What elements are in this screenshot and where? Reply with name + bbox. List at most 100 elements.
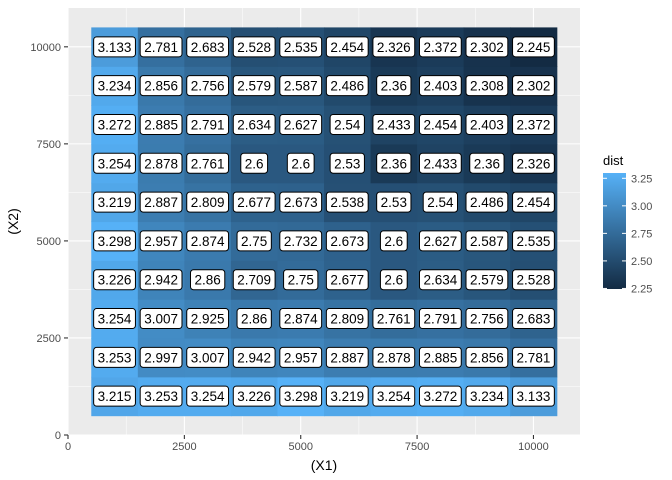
cell-label-background (325, 308, 369, 330)
cell-label-background (186, 230, 230, 252)
cell-label-background (232, 75, 276, 97)
cell-label-background (232, 113, 276, 135)
cell-value-label: 2.308 (470, 79, 504, 94)
cell-value-label: 3.254 (377, 389, 411, 404)
cell-label-background (376, 191, 412, 213)
cell-value-label: 3.254 (191, 389, 225, 404)
cell-label-background (512, 152, 555, 174)
cell-label-background (232, 36, 276, 58)
cell-label-background (325, 269, 369, 291)
cell-label-background (465, 269, 509, 291)
cell-label-background (372, 36, 416, 58)
cell-label-box: 2.856 (465, 346, 509, 368)
cell-label-box: 2.634 (232, 113, 276, 135)
x-tick-label: 5000 (288, 441, 312, 453)
cell-value-label: 2.942 (237, 350, 271, 365)
cell-label-box: 2.528 (512, 269, 555, 291)
cell-label-box: 2.535 (512, 230, 555, 252)
cell-label-box: 2.677 (325, 269, 369, 291)
cell-label-background (376, 75, 412, 97)
cell-label-background (139, 113, 183, 135)
cell-value-label: 2.528 (237, 40, 271, 55)
cell-label-box: 2.403 (418, 75, 462, 97)
cell-label-background (372, 113, 416, 135)
cell-label-box: 3.219 (325, 385, 369, 407)
cell-label-background (418, 385, 462, 407)
cell-label-box: 2.245 (512, 36, 555, 58)
cell-value-label: 3.234 (470, 389, 504, 404)
cell-label-background (329, 152, 365, 174)
cell-value-label: 2.885 (144, 117, 178, 132)
cell-label-box: 2.433 (418, 152, 462, 174)
cell-value-label: 2.535 (284, 40, 318, 55)
cell-label-box: 2.372 (418, 36, 462, 58)
cell-label-box: 2.454 (325, 36, 369, 58)
cell-value-label: 2.6 (291, 156, 310, 171)
cell-value-label: 2.538 (330, 195, 364, 210)
cell-label-box: 2.36 (469, 152, 505, 174)
cell-label-background (279, 75, 323, 97)
cell-label-background (232, 346, 276, 368)
cell-label-box: 2.587 (465, 230, 509, 252)
cell-label-background (186, 152, 230, 174)
cell-value-label: 2.634 (237, 117, 271, 132)
cell-value-label: 2.403 (470, 117, 504, 132)
cell-label-background (418, 230, 462, 252)
cell-value-label: 2.878 (144, 156, 178, 171)
cell-label-background (93, 269, 136, 291)
cell-value-label: 2.942 (144, 273, 178, 288)
cell-label-box: 3.254 (93, 308, 136, 330)
cell-label-box: 2.809 (325, 308, 369, 330)
cell-label-background (512, 230, 555, 252)
cell-label-background (418, 36, 462, 58)
legend-tick-label: 3.00 (631, 201, 652, 213)
cell-value-label: 2.677 (330, 273, 364, 288)
cell-label-box: 2.538 (325, 191, 369, 213)
cell-label-box: 3.253 (93, 346, 136, 368)
cell-value-label: 2.36 (381, 156, 407, 171)
cell-label-background (93, 308, 136, 330)
cell-label-background (232, 269, 276, 291)
cell-label-background (139, 385, 183, 407)
cell-value-label: 2.627 (284, 117, 318, 132)
cell-value-label: 2.683 (517, 312, 551, 327)
cell-label-background (186, 191, 230, 213)
cell-label-background (512, 36, 555, 58)
cell-value-label: 2.856 (470, 350, 504, 365)
cell-value-label: 2.36 (381, 79, 407, 94)
cell-value-label: 3.254 (98, 312, 132, 327)
cell-label-background (93, 113, 136, 135)
cell-value-label: 3.254 (98, 156, 132, 171)
cell-value-label: 2.781 (517, 350, 551, 365)
cell-value-label: 2.809 (191, 195, 225, 210)
cell-label-background (186, 308, 230, 330)
cell-label-background (465, 113, 509, 135)
cell-label-background (512, 385, 555, 407)
cell-value-label: 2.372 (517, 117, 551, 132)
cell-value-label: 2.856 (144, 79, 178, 94)
cell-label-box: 3.234 (465, 385, 509, 407)
cell-label-background (465, 346, 509, 368)
cell-label-box: 3.226 (232, 385, 276, 407)
cell-label-box: 3.254 (186, 385, 230, 407)
cell-label-box: 2.454 (418, 113, 462, 135)
cell-label-background (465, 36, 509, 58)
cell-label-box: 2.957 (139, 230, 183, 252)
cell-value-label: 2.326 (377, 40, 411, 55)
cell-value-label: 2.683 (191, 40, 225, 55)
cell-label-box: 2.683 (186, 36, 230, 58)
cell-value-label: 2.528 (517, 273, 551, 288)
y-tick-label: 10000 (30, 42, 61, 54)
cell-label-box: 2.942 (139, 269, 183, 291)
cell-label-box: 2.732 (279, 230, 323, 252)
cell-label-background (465, 308, 509, 330)
cell-label-box: 2.528 (232, 36, 276, 58)
cell-value-label: 2.54 (334, 117, 361, 132)
cell-label-box: 2.454 (512, 191, 555, 213)
cell-label-background (139, 191, 183, 213)
cell-label-box: 2.308 (465, 75, 509, 97)
cell-label-background (418, 75, 462, 97)
x-tick-label: 0 (65, 441, 71, 453)
cell-value-label: 2.86 (194, 273, 220, 288)
cell-label-box: 2.36 (376, 75, 412, 97)
